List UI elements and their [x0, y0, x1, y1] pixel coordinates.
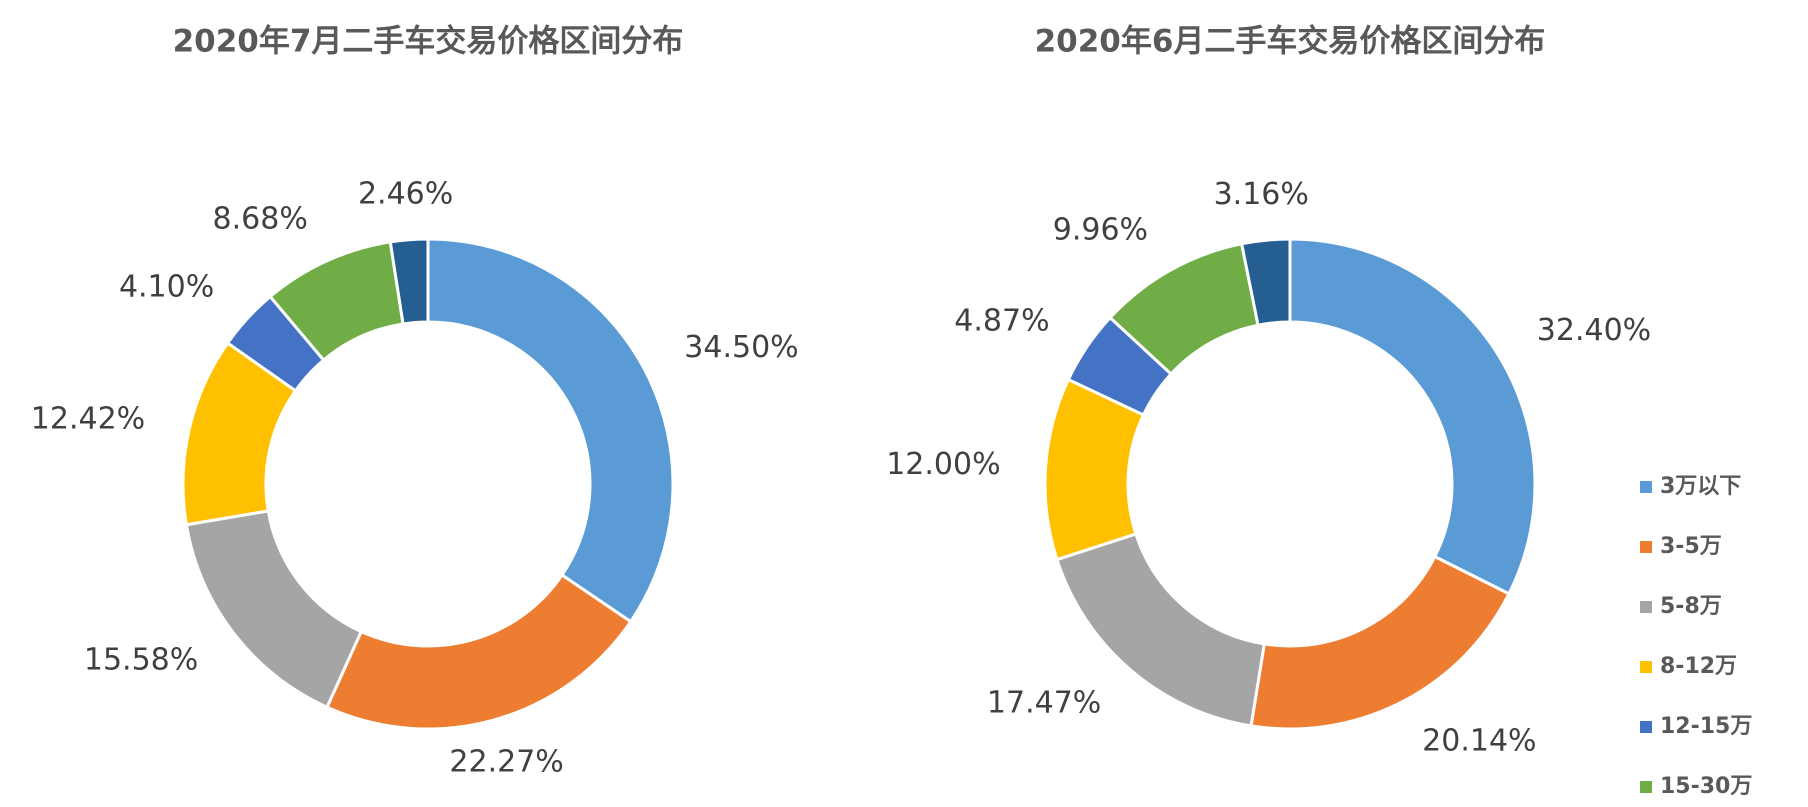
data-label: 32.40% — [1537, 313, 1651, 348]
data-label: 12.42% — [31, 401, 145, 436]
slice — [1239, 237, 1292, 327]
data-label: 2.46% — [358, 176, 453, 211]
legend-label: 15-30万 — [1660, 774, 1752, 799]
legend-swatch — [1640, 601, 1652, 613]
data-label: 4.87% — [954, 303, 1049, 338]
data-label: 8.68% — [213, 202, 308, 237]
legend-label: 12-15万 — [1660, 714, 1752, 739]
legend-swatch — [1640, 781, 1652, 793]
legend-label: 5-8万 — [1660, 594, 1722, 619]
chart-title: 2020年6月二手车交易价格区间分布 — [1035, 24, 1546, 60]
legend-swatch — [1640, 661, 1652, 673]
data-label: 3.16% — [1214, 177, 1309, 212]
slice — [1249, 554, 1512, 731]
data-label: 15.58% — [84, 642, 198, 677]
slice — [324, 572, 633, 731]
data-label: 34.50% — [684, 330, 798, 365]
legend-swatch — [1640, 721, 1652, 733]
slice — [426, 237, 675, 624]
legend-label: 3万以下 — [1660, 474, 1741, 499]
data-label: 12.00% — [886, 447, 1000, 482]
data-label: 17.47% — [987, 686, 1101, 721]
chart-title: 2020年7月二手车交易价格区间分布 — [173, 24, 684, 60]
legend-swatch — [1640, 541, 1652, 553]
data-label: 22.27% — [449, 745, 563, 780]
slice — [184, 509, 364, 710]
legend-label: 8-12万 — [1660, 654, 1737, 679]
legend-swatch — [1640, 481, 1652, 493]
legend-label: 3-5万 — [1660, 534, 1722, 559]
slice — [1288, 237, 1537, 596]
data-label: 4.10% — [119, 270, 214, 305]
data-label: 9.96% — [1053, 213, 1148, 248]
slice — [388, 237, 430, 326]
data-label: 20.14% — [1422, 724, 1536, 759]
